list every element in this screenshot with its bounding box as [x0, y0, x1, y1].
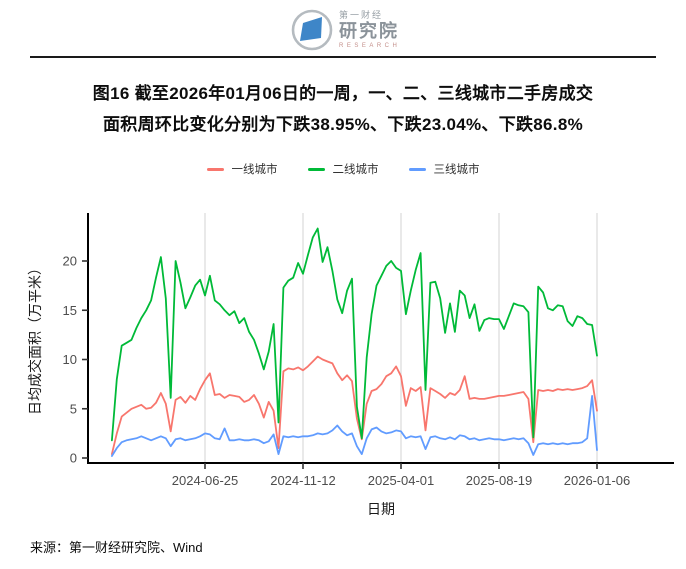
logo-ring-icon	[291, 9, 333, 51]
brand-logo: 第一财经 研究院 RESEARCH	[289, 7, 400, 53]
y-axis-title: 日均成交面积（万平米）	[27, 261, 43, 415]
legend-item-tier2: 二线城市	[307, 161, 379, 177]
x-tick-label: 2024-06-25	[172, 473, 239, 488]
legend-dash-icon	[408, 167, 426, 171]
x-tick-label: 2025-04-01	[368, 473, 435, 488]
figure-title: 图16 截至2026年01月06日的一周，一、二、三线城市二手房成交 面积周环比…	[30, 78, 656, 140]
legend-item-tier3: 三线城市	[408, 161, 480, 177]
brand-logo-icon	[291, 9, 333, 51]
series-line-二线城市	[111, 227, 598, 442]
series-line-三线城市	[111, 394, 598, 457]
y-tick-label: 5	[70, 401, 77, 416]
line-chart: 0 5 10 15 20 2024-06-25 2024-11-12 2025-04-01 20…	[27, 213, 674, 517]
figure-title-line2: 面积周环比变化分别为下跌38.95%、下跌23.04%、下跌86.8%	[102, 115, 584, 134]
x-axis-title: 日期	[367, 501, 395, 517]
x-tick-label: 2024-11-12	[270, 473, 336, 488]
header-divider	[30, 56, 656, 58]
x-tick-label: 2026-01-06	[564, 473, 631, 488]
y-tick-label: 0	[70, 451, 77, 466]
y-tick-label: 15	[63, 303, 77, 318]
source-note: 来源：第一财经研究院、Wind	[30, 540, 203, 555]
series-line-一线城市	[111, 355, 598, 456]
figure-title-line1: 图16 截至2026年01月06日的一周，一、二、三线城市二手房成交	[92, 84, 594, 103]
y-tick-label: 10	[63, 352, 77, 367]
legend-label: 二线城市	[332, 164, 379, 176]
y-tick-label: 20	[63, 254, 77, 269]
legend-label: 一线城市	[231, 164, 278, 176]
brand-line1: 第一财经	[339, 10, 384, 20]
brand-subtitle: RESEARCH	[339, 43, 401, 49]
x-tick-label: 2025-08-19	[466, 473, 533, 488]
brand-line2: 研究院	[339, 21, 399, 41]
legend-dash-icon	[307, 167, 325, 171]
legend-item-tier1: 一线城市	[206, 161, 278, 177]
legend-dash-icon	[206, 167, 224, 171]
legend-label: 三线城市	[433, 164, 480, 176]
logo-parallelogram-icon	[300, 17, 322, 41]
chart-legend: 一线城市 二线城市 三线城市	[0, 161, 686, 177]
